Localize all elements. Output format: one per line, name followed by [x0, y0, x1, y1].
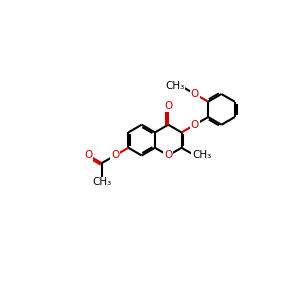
- Text: O: O: [191, 89, 199, 99]
- Text: O: O: [84, 150, 93, 161]
- Text: CH₃: CH₃: [192, 150, 212, 161]
- Text: CH₃: CH₃: [165, 81, 184, 91]
- Text: CH₃: CH₃: [92, 177, 111, 188]
- Text: O: O: [111, 150, 119, 161]
- Text: O: O: [164, 150, 172, 161]
- Text: O: O: [191, 120, 199, 130]
- Text: O: O: [164, 101, 172, 111]
